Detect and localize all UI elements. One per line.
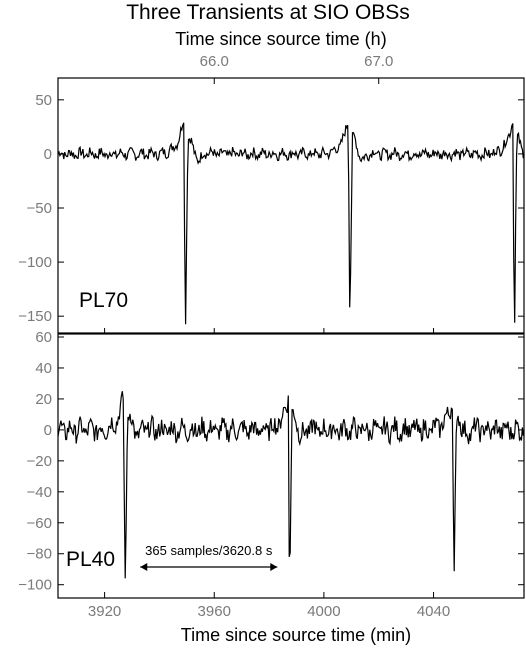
annotation-arrow-head-right bbox=[270, 563, 278, 571]
x-tick-label: 3960 bbox=[198, 603, 231, 620]
annotation-arrow-head-left bbox=[140, 563, 148, 571]
y-tick-label: −80 bbox=[27, 546, 52, 563]
bottom-axis-title: Time since source time (min) bbox=[181, 625, 411, 645]
y-tick-label: 0 bbox=[44, 422, 52, 439]
y-tick-label: −40 bbox=[27, 484, 52, 501]
y-tick-label: 40 bbox=[35, 360, 52, 377]
station-label: PL70 bbox=[79, 289, 128, 312]
sample-span-annotation: 365 samples/3620.8 s bbox=[140, 543, 278, 571]
x-tick-label: 4040 bbox=[417, 603, 450, 620]
y-tick-label: −100 bbox=[18, 577, 52, 594]
panel-frame bbox=[57, 77, 525, 334]
waveform-line bbox=[57, 122, 524, 325]
panel-pl70: 50 0 −50 −100 −150 PL70 bbox=[18, 77, 525, 334]
y-tick-label: 0 bbox=[44, 146, 52, 163]
y-tick-label: 50 bbox=[35, 92, 52, 109]
bottom-axis-ticks: 3920 3960 4000 4040 bbox=[88, 328, 450, 620]
x-tick-label: 3920 bbox=[88, 603, 121, 620]
y-tick-label: −20 bbox=[27, 453, 52, 470]
top-axis-title: Time since source time (h) bbox=[175, 29, 386, 49]
top-tick-label: 67.0 bbox=[364, 53, 393, 70]
x-tick-label: 4000 bbox=[307, 603, 340, 620]
waveform-line bbox=[57, 391, 524, 579]
station-label: PL40 bbox=[66, 548, 115, 571]
y-tick-label: −150 bbox=[18, 308, 52, 325]
y-tick-label: −100 bbox=[18, 254, 52, 271]
y-tick-label: 60 bbox=[35, 329, 52, 346]
y-tick-label: −50 bbox=[27, 200, 52, 217]
top-axis-ticks: 66.0 67.0 bbox=[200, 53, 393, 84]
panel-frame bbox=[57, 333, 525, 599]
annotation-label: 365 samples/3620.8 s bbox=[145, 543, 273, 558]
panel-pl40: 60 40 20 0 −20 −40 −60 −80 −100 PL40 bbox=[18, 329, 525, 599]
chart-title: Three Transients at SIO OBSs bbox=[126, 1, 410, 24]
y-tick-label: 20 bbox=[35, 391, 52, 408]
y-tick-label: −60 bbox=[27, 515, 52, 532]
top-tick-label: 66.0 bbox=[200, 53, 229, 70]
